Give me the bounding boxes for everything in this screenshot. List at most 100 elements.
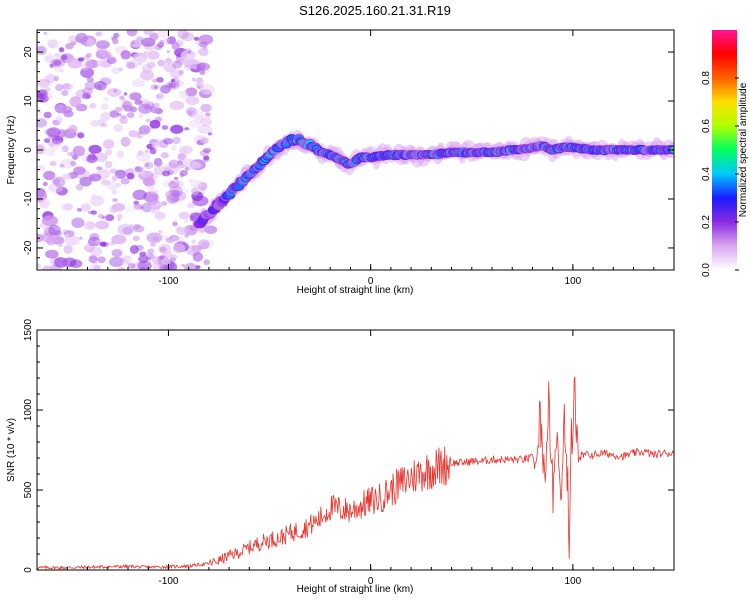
noise-blob [48, 224, 61, 236]
noise-blob [37, 45, 47, 55]
noise-blob [68, 124, 78, 134]
noise-blob [169, 186, 183, 197]
noise-blob [114, 115, 121, 119]
noise-blob [75, 32, 88, 44]
noise-blob [43, 56, 52, 62]
noise-blob [150, 208, 156, 213]
noise-blob [79, 176, 92, 187]
y-tick-label: 500 [23, 481, 34, 498]
colorbar-tick-label: 0.2 [701, 215, 712, 229]
noise-blob [101, 179, 111, 186]
noise-blob [58, 243, 63, 248]
noise-blob [94, 80, 107, 91]
noise-blob [112, 38, 119, 45]
noise-blob [48, 264, 62, 270]
noise-blob [198, 41, 208, 48]
noise-blob [51, 119, 58, 124]
noise-blob [192, 251, 204, 262]
noise-blob [86, 154, 98, 164]
noise-blob [89, 102, 97, 109]
noise-blob [157, 42, 165, 48]
noise-blob [172, 79, 184, 88]
x-tick-label: -100 [158, 276, 178, 287]
noise-blob [146, 61, 156, 69]
noise-blob [150, 242, 157, 247]
noise-blob [199, 84, 215, 95]
noise-blob [66, 151, 74, 156]
noise-blob [172, 221, 178, 227]
snr-series-line [37, 376, 674, 570]
noise-blob [113, 124, 124, 132]
noise-blob [97, 256, 106, 264]
noise-blob [124, 255, 131, 260]
noise-blob [181, 31, 194, 42]
noise-blob [133, 203, 144, 210]
noise-blob [159, 84, 171, 94]
noise-blob [59, 69, 65, 73]
noise-blob [147, 248, 155, 255]
noise-blob [37, 78, 50, 88]
noise-blob [70, 160, 77, 167]
noise-blob [83, 221, 96, 231]
snr-y-label: SNR (10 * v/v) [6, 418, 17, 482]
noise-blob [124, 206, 135, 213]
noise-blob [169, 100, 185, 111]
noise-blob [191, 239, 197, 244]
noise-blob [181, 264, 186, 268]
noise-blob [175, 57, 186, 65]
noise-blob [116, 150, 125, 159]
noise-blob [151, 142, 161, 149]
y-tick-label: 0 [23, 147, 34, 153]
noise-blob [184, 233, 189, 238]
noise-blob [95, 40, 110, 49]
noise-blob [100, 112, 111, 122]
noise-blob [134, 55, 148, 64]
noise-blob [85, 60, 93, 68]
noise-blob [150, 84, 160, 90]
noise-blob [143, 50, 148, 55]
noise-blob [71, 217, 85, 228]
noise-blob [72, 145, 86, 157]
noise-blob [100, 123, 108, 128]
noise-blob [191, 245, 202, 252]
noise-blob [62, 83, 70, 90]
noise-blob [43, 138, 51, 143]
noise-blob [103, 96, 110, 102]
noise-blob [197, 239, 210, 250]
x-tick-label: 0 [368, 576, 374, 587]
x-tick-label: -100 [158, 576, 178, 587]
noise-blob [143, 128, 148, 133]
noise-blob [199, 149, 210, 157]
noise-blob [122, 100, 132, 110]
x-tick-label: 100 [565, 276, 582, 287]
noise-blob [198, 47, 209, 57]
noise-blob [126, 112, 135, 119]
noise-blob [177, 160, 183, 166]
snr-frame [36, 329, 675, 571]
noise-blob [86, 221, 95, 229]
noise-blob [160, 152, 169, 159]
noise-blob [119, 116, 128, 125]
noise-blob [193, 36, 200, 41]
noise-blob [138, 113, 144, 119]
noise-blob [99, 77, 112, 86]
noise-blob [77, 132, 85, 139]
colorbar-tick-label: 0.0 [701, 263, 712, 277]
noise-blob [117, 224, 134, 235]
noise-blob [37, 263, 41, 269]
noise-blob [165, 237, 175, 243]
noise-blob [199, 242, 209, 250]
y-tick-label: 0 [23, 567, 34, 573]
noise-blob [129, 106, 137, 113]
noise-blob [184, 166, 190, 172]
noise-blob [54, 83, 64, 92]
noise-blob [143, 30, 154, 36]
noise-blob [145, 118, 151, 123]
noise-blob [43, 170, 56, 181]
noise-blob [89, 263, 101, 270]
noise-blob [162, 37, 171, 45]
noise-blob [97, 118, 106, 127]
